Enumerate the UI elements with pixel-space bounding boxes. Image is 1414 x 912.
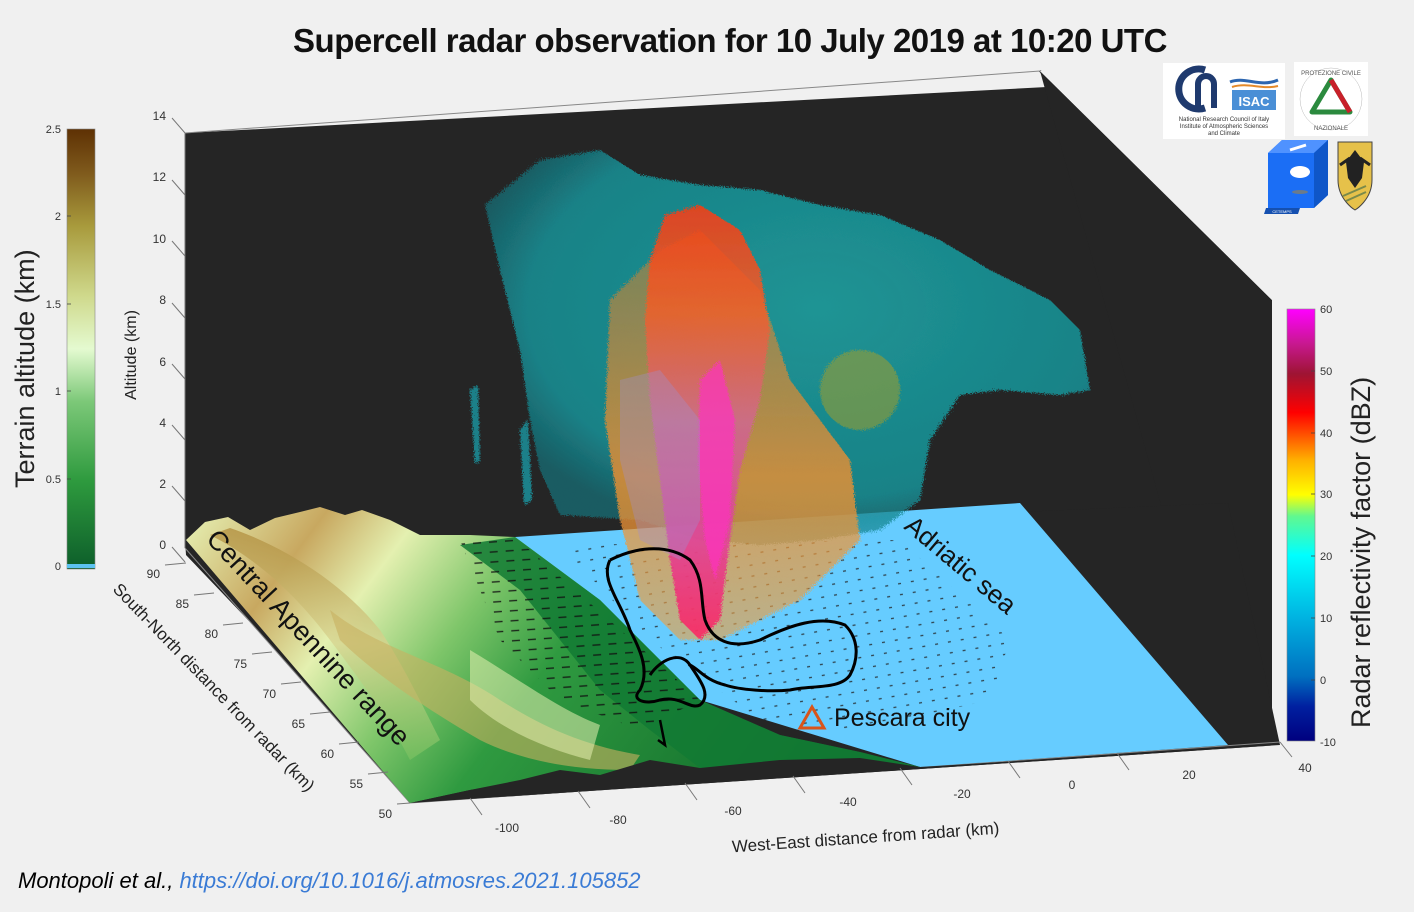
svg-text:55: 55 <box>350 777 364 791</box>
contour-outline <box>605 547 858 748</box>
svg-text:ISAC: ISAC <box>1238 94 1270 109</box>
svg-text:20: 20 <box>1182 768 1196 782</box>
svg-text:4: 4 <box>159 416 166 430</box>
dbz-tick: 10 <box>1320 613 1332 625</box>
cetemps-logo: CETEMPS <box>1264 140 1328 214</box>
svg-text:-60: -60 <box>724 804 742 818</box>
svg-text:70: 70 <box>263 687 277 701</box>
svg-text:12: 12 <box>153 170 167 184</box>
svg-text:-80: -80 <box>609 813 627 827</box>
svg-text:-40: -40 <box>839 795 857 809</box>
doi-link[interactable]: https://doi.org/10.1016/j.atmosres.2021.… <box>179 868 641 893</box>
svg-text:and Climate: and Climate <box>1208 131 1241 137</box>
chart-title: Supercell radar observation for 10 July … <box>293 22 1167 59</box>
pescara-city-label: Pescara city <box>834 704 971 732</box>
svg-text:-100: -100 <box>495 821 519 835</box>
citation: Montopoli et al., https://doi.org/10.101… <box>18 868 641 894</box>
x-axis-label: West-East distance from radar (km) <box>731 819 1000 857</box>
svg-text:40: 40 <box>1298 761 1312 775</box>
svg-text:National Research Council of I: National Research Council of Italy <box>1179 117 1269 123</box>
z-axis-label: Altitude (km) <box>123 310 140 400</box>
abruzzo-coat-of-arms-logo <box>1337 141 1373 211</box>
svg-text:6: 6 <box>159 355 166 369</box>
svg-text:80: 80 <box>205 627 219 641</box>
citation-author: Montopoli et al., <box>18 868 180 893</box>
storm-reflectivity-volume <box>470 150 1090 640</box>
terrain-surface <box>186 507 1280 803</box>
dbz-tick: -10 <box>1320 737 1336 749</box>
dbz-tick: 0 <box>1320 675 1326 687</box>
dbz-tick: 20 <box>1320 551 1332 563</box>
svg-text:85: 85 <box>176 597 190 611</box>
svg-text:NAZIONALE: NAZIONALE <box>1314 126 1348 132</box>
svg-text:CETEMPS: CETEMPS <box>1272 209 1292 214</box>
terrain-tick: 2 <box>55 211 61 223</box>
terrain-tick: 0.5 <box>46 474 61 486</box>
svg-text:14: 14 <box>153 109 167 123</box>
reflectivity-colorbar-label: Radar reflectivity factor (dBZ) <box>1346 377 1376 728</box>
svg-text:-20: -20 <box>953 787 971 801</box>
terrain-tick: 2.5 <box>46 124 61 136</box>
svg-text:50: 50 <box>379 807 393 821</box>
svg-text:75: 75 <box>234 657 248 671</box>
svg-text:Institute of Atmospheric Scien: Institute of Atmospheric Sciences <box>1180 124 1268 130</box>
terrain-tick: 1 <box>55 386 61 398</box>
dbz-tick: 40 <box>1320 428 1332 440</box>
svg-text:65: 65 <box>292 717 306 731</box>
reflectivity-colorbar: 60 50 40 30 20 10 0 -10 Radar reflectivi… <box>1286 304 1376 749</box>
svg-text:10: 10 <box>153 232 167 246</box>
svg-text:60: 60 <box>321 747 335 761</box>
dbz-tick: 50 <box>1320 366 1332 378</box>
dbz-tick: 60 <box>1320 304 1332 316</box>
z-axis: 14 12 10 8 6 4 2 0 Altitude (km) <box>123 109 186 563</box>
terrain-colorbar-label: Terrain altitude (km) <box>10 249 40 488</box>
pescara-city-marker <box>797 703 827 730</box>
terrain-tick: 1.5 <box>46 299 61 311</box>
svg-text:PROTEZIONE CIVILE: PROTEZIONE CIVILE <box>1301 71 1361 77</box>
dbz-tick: 30 <box>1320 489 1332 501</box>
protezione-civile-logo: PROTEZIONE CIVILE NAZIONALE <box>1294 62 1368 136</box>
svg-text:0: 0 <box>159 538 166 552</box>
svg-text:8: 8 <box>159 293 166 307</box>
terrain-tick: 0 <box>55 561 61 573</box>
svg-text:0: 0 <box>1069 778 1076 792</box>
cnr-isac-logo: ISAC National Research Council of Italy … <box>1163 63 1285 139</box>
terrain-colorbar: 2.5 2 1.5 1 0.5 0 Terrain altitude (km) <box>10 124 96 573</box>
svg-text:90: 90 <box>147 567 161 581</box>
svg-text:2: 2 <box>159 477 166 491</box>
